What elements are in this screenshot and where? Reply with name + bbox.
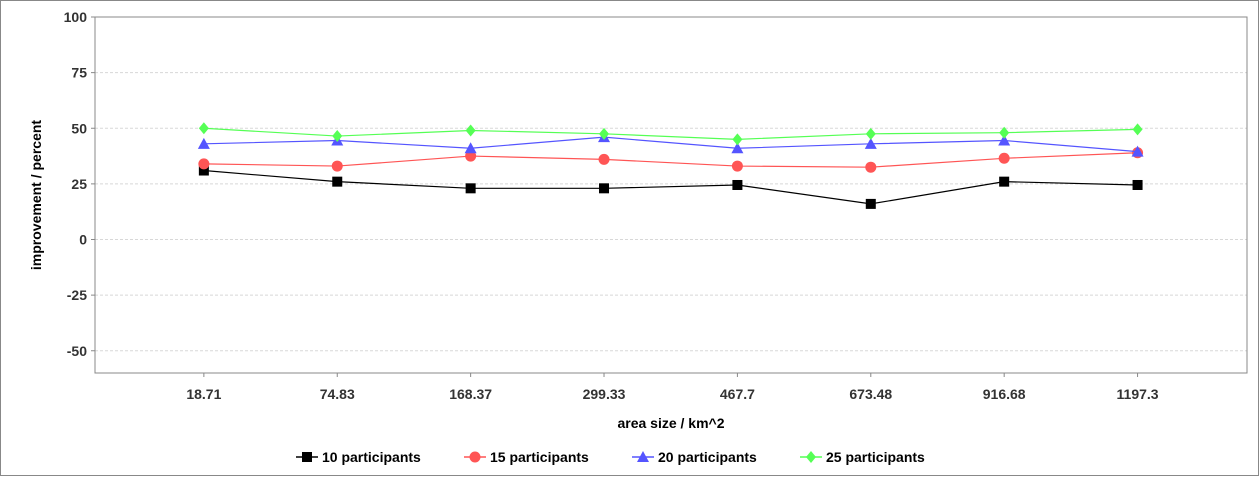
x-tick-label: 18.71 xyxy=(186,386,221,402)
y-axis: 100 75 50 25 0 -25 -50 xyxy=(64,9,95,359)
series-line xyxy=(203,136,1138,153)
data-point xyxy=(464,142,477,154)
x-tick-label: 1197.3 xyxy=(1117,386,1159,402)
data-point xyxy=(731,160,743,172)
data-point xyxy=(865,127,876,140)
data-point xyxy=(599,183,610,194)
data-point xyxy=(1132,179,1143,190)
plot-area xyxy=(94,16,1248,374)
grid xyxy=(95,16,1247,352)
series-1 xyxy=(198,165,1143,209)
data-point xyxy=(198,165,209,176)
data-point xyxy=(465,183,476,194)
data-point xyxy=(331,160,343,172)
y-tick-label: -50 xyxy=(67,343,87,359)
series-2 xyxy=(198,147,1144,173)
legend: 10 participants 15 participants 20 partici… xyxy=(296,449,925,465)
data-point xyxy=(731,142,744,154)
data-point xyxy=(332,176,343,187)
data-point xyxy=(198,122,209,135)
x-tick-label: 168.37 xyxy=(449,386,492,402)
series-group xyxy=(197,122,1144,209)
data-point xyxy=(732,179,743,190)
x-axis-title: area size / km^2 xyxy=(617,415,724,431)
data-point xyxy=(1131,145,1144,157)
series-3 xyxy=(197,131,1144,157)
x-axis: 18.71 74.83 168.37 299.33 467.7 673.48 916.68 1… xyxy=(186,373,1159,402)
data-point xyxy=(599,127,610,140)
series-line xyxy=(203,127,1138,140)
legend-item: 10 participants xyxy=(296,449,421,465)
y-tick-label: 0 xyxy=(79,232,87,248)
data-point xyxy=(865,161,877,173)
x-tick-label: 673.48 xyxy=(849,386,892,402)
data-point xyxy=(1132,123,1143,136)
legend-marker xyxy=(302,452,312,462)
y-tick-label: 25 xyxy=(71,176,87,192)
legend-label: 15 participants xyxy=(490,449,589,465)
y-tick-label: -25 xyxy=(67,287,87,303)
legend-label: 25 participants xyxy=(826,449,925,465)
y-tick-label: 75 xyxy=(71,65,87,81)
data-point xyxy=(465,124,476,137)
data-point xyxy=(332,130,343,143)
data-point xyxy=(198,158,210,170)
legend-item: 25 participants xyxy=(800,449,925,465)
legend-marker xyxy=(806,451,816,463)
data-point xyxy=(598,153,610,165)
x-tick-label: 467.7 xyxy=(720,386,755,402)
data-point xyxy=(465,150,477,162)
legend-item: 20 participants xyxy=(632,449,757,465)
y-axis-title: improvement / percent xyxy=(28,120,44,270)
legend-label: 10 participants xyxy=(322,449,421,465)
data-point xyxy=(865,198,876,209)
legend-label: 20 participants xyxy=(658,449,757,465)
series-line xyxy=(203,169,1138,205)
series-line xyxy=(203,152,1138,168)
x-tick-label: 916.68 xyxy=(983,386,1026,402)
y-tick-label: 100 xyxy=(64,9,88,25)
data-point xyxy=(999,176,1010,187)
data-point xyxy=(732,133,743,146)
data-point xyxy=(998,134,1011,146)
legend-marker xyxy=(469,451,481,463)
data-point xyxy=(998,152,1010,164)
legend-item: 15 participants xyxy=(464,449,589,465)
series-4 xyxy=(198,122,1143,146)
data-point xyxy=(197,137,210,149)
legend-marker xyxy=(637,451,649,462)
data-point xyxy=(999,126,1010,139)
y-tick-label: 50 xyxy=(71,120,87,136)
x-tick-label: 74.83 xyxy=(320,386,355,402)
x-tick-label: 299.33 xyxy=(583,386,626,402)
data-point xyxy=(864,137,877,149)
